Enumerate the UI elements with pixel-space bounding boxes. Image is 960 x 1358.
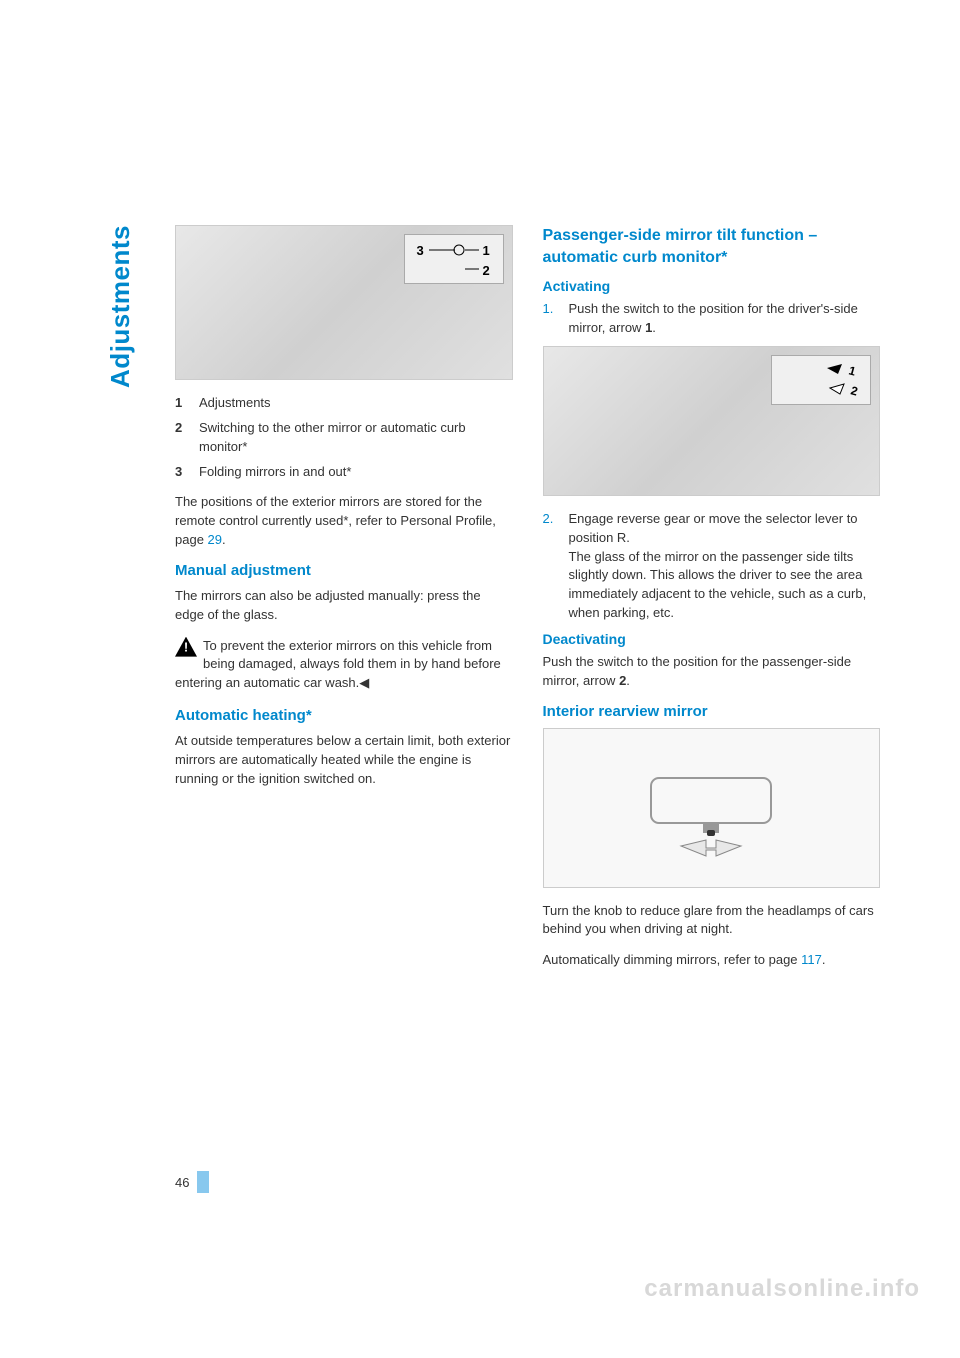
callout-lines-icon [405,235,505,285]
page-link-29[interactable]: 29 [208,532,222,547]
automatic-heating-heading: Automatic heating* [175,707,513,724]
watermark: carmanualsonline.info [644,1275,920,1303]
list-num: 3 [175,463,187,482]
para-text: . [222,532,226,547]
para-text: . [626,673,630,688]
interior-para-2: Automatically dimming mirrors, refer to … [543,951,881,970]
deactivating-para: Push the switch to the position for the … [543,653,881,691]
warning-block: To prevent the exterior mirrors on this … [175,637,513,694]
list-num: 1 [175,394,187,413]
list-text: Switching to the other mirror or automat… [199,419,513,457]
list-item: 2 Switching to the other mirror or autom… [175,419,513,457]
step-text-part: Push the switch to the position for the … [569,301,858,335]
chapter-side-label: Adjustments [105,225,136,388]
automatic-heating-para: At outside temperatures below a certain … [175,732,513,789]
warning-text: To prevent the exterior mirrors on this … [175,638,501,691]
figure-inset-callouts: 1 2 3 [404,234,504,284]
page-link-117[interactable]: 117 [801,952,822,967]
left-column: 1 2 3 1 Adjustments 2 Switching to the o… [175,225,513,982]
interior-mirror-icon [611,748,811,868]
step-1: 1. Push the switch to the position for t… [543,300,881,338]
step-text-part: . [652,320,656,335]
page-number-text: 46 [175,1175,189,1190]
page-body: 1 2 3 1 Adjustments 2 Switching to the o… [0,0,960,982]
stored-positions-para: The positions of the exterior mirrors ar… [175,493,513,550]
list-text: Folding mirrors in and out* [199,463,351,482]
right-column: Passenger-side mirror tilt function – au… [543,225,881,982]
step-text: Push the switch to the position for the … [569,300,881,338]
figure-mirror-controls: 1 2 3 [175,225,513,380]
figure-inset-arrows: 1 2 [771,355,871,405]
interior-mirror-heading: Interior rearview mirror [543,703,881,720]
step-text: Engage reverse gear or move the selector… [569,510,881,623]
para-text: Push the switch to the position for the … [543,654,852,688]
arrow-diagram-icon: 1 2 [772,356,872,406]
list-text: Adjustments [199,394,271,413]
svg-text:1: 1 [847,363,857,378]
para-text: . [822,952,826,967]
page-number-bar [197,1171,209,1193]
figure-interior-mirror [543,728,881,888]
para-text: Automatically dimming mirrors, refer to … [543,952,802,967]
step-2: 2. Engage reverse gear or move the selec… [543,510,881,623]
list-num: 2 [175,419,187,457]
warning-icon [175,637,197,657]
list-item: 1 Adjustments [175,394,513,413]
svg-text:2: 2 [849,383,859,398]
step-num: 2. [543,510,559,623]
activating-heading: Activating [543,278,881,294]
tilt-function-heading: Passenger-side mirror tilt function – au… [543,225,881,268]
deactivating-heading: Deactivating [543,631,881,647]
manual-adjustment-para: The mirrors can also be adjusted manuall… [175,587,513,625]
interior-para-1: Turn the knob to reduce glare from the h… [543,902,881,940]
list-item: 3 Folding mirrors in and out* [175,463,513,482]
manual-adjustment-heading: Manual adjustment [175,562,513,579]
figure-tilt-activate: 1 2 [543,346,881,496]
step-num: 1. [543,300,559,338]
mirror-controls-list: 1 Adjustments 2 Switching to the other m… [175,394,513,481]
page-number: 46 [175,1171,209,1193]
